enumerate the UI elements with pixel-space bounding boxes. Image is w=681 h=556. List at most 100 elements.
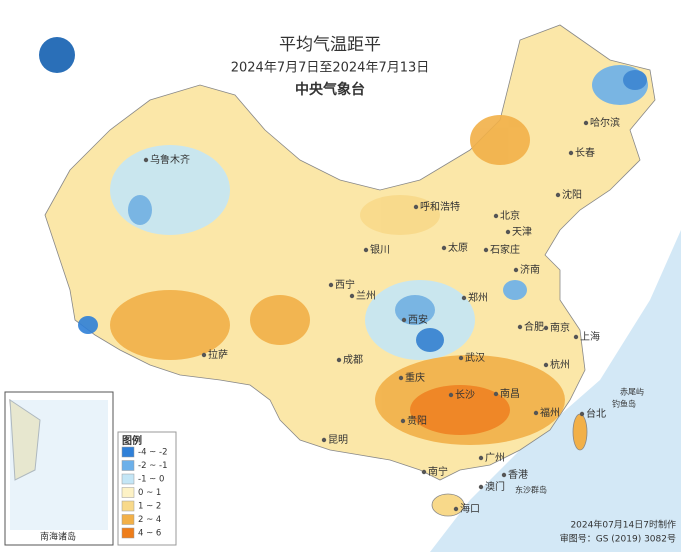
city-label: 哈尔滨: [590, 116, 620, 129]
city-label: 西宁: [335, 278, 355, 291]
city-label: 天津: [512, 226, 532, 238]
legend-label: 4 ~ 6: [138, 529, 161, 539]
city-label: 广州: [485, 452, 505, 464]
area: [128, 195, 152, 225]
anomaly-areas: [78, 65, 648, 445]
area: [395, 295, 435, 325]
city-dot: [543, 362, 549, 368]
inset-sea: [10, 400, 108, 530]
city-dot: [493, 213, 499, 219]
area: [250, 295, 310, 345]
legend-swatch: [121, 487, 135, 498]
city-dot: [453, 506, 459, 512]
legend-label: -4 ~ -2: [138, 448, 167, 458]
city-dot: [533, 410, 539, 416]
footer-made: 2024年07月14日7时制作: [570, 519, 676, 531]
city-label: 杭州: [550, 358, 570, 371]
city-label: 拉萨: [208, 348, 228, 361]
city-dot: [505, 229, 511, 235]
city-dot: [478, 484, 484, 490]
city-dot: [458, 355, 464, 361]
legend-swatch: [121, 514, 135, 525]
legend-label: -1 ~ 0: [138, 475, 164, 485]
footer-approval: 审图号：GS (2019) 3082号: [560, 533, 676, 545]
city-label: 南昌: [500, 387, 520, 400]
city-label: 济南: [520, 263, 540, 276]
legend-label: 1 ~ 2: [138, 502, 161, 512]
legend-swatch: [121, 500, 135, 512]
city-dot: [328, 282, 334, 288]
city-label: 昆明: [328, 434, 348, 446]
city-label: 兰州: [356, 289, 376, 302]
city-dot: [583, 120, 589, 126]
area: [110, 290, 230, 360]
city-dot: [555, 192, 561, 198]
inset-label: 南海诸岛: [40, 531, 76, 543]
city-dot: [336, 357, 342, 363]
city-dot: [501, 472, 507, 478]
city-label: 重庆: [405, 371, 425, 384]
subtitle: 2024年7月7日至2024年7月13日: [231, 61, 430, 76]
city-label: 上海: [580, 330, 600, 343]
city-label: 福州: [540, 406, 560, 419]
area: [360, 195, 440, 235]
area: [410, 385, 510, 435]
island-label: 赤尾屿: [620, 388, 644, 397]
city-label: 长沙: [455, 389, 475, 401]
city-label: 沈阳: [562, 188, 582, 201]
area: [623, 70, 647, 90]
city-dot: [421, 469, 427, 475]
sea: [430, 230, 681, 552]
city-label: 南宁: [428, 465, 448, 478]
city-dot: [493, 391, 499, 397]
city-label: 呼和浩特: [420, 201, 460, 213]
city-dot: [543, 325, 549, 331]
city-label: 银川: [370, 243, 390, 256]
city-label: 西安: [408, 313, 428, 326]
area: [78, 316, 98, 334]
legend-swatch: [121, 473, 135, 485]
island-label: 东沙群岛: [515, 485, 547, 495]
city-dot: [517, 324, 523, 330]
legend-swatch: [121, 527, 135, 539]
legend-label: 0 ~ 1: [138, 488, 161, 498]
city-dot: [579, 411, 585, 417]
city-label: 贵阳: [407, 414, 427, 427]
legend-swatch: [121, 460, 135, 471]
city-dot: [483, 247, 489, 253]
legend-title: 图例: [122, 434, 142, 447]
city-label: 石家庄: [490, 243, 520, 256]
city-label: 海口: [460, 502, 480, 515]
city-dot: [513, 267, 519, 273]
city-dot: [478, 455, 484, 461]
city-dot: [143, 157, 149, 163]
city-dot: [573, 334, 579, 340]
city-dot: [448, 392, 454, 398]
city-label: 澳门: [485, 480, 505, 493]
city-dot: [461, 295, 467, 301]
city-label: 武汉: [465, 351, 485, 364]
legend-swatch: [121, 446, 135, 458]
title: 平均气温距平: [279, 35, 381, 55]
city-label: 乌鲁木齐: [150, 153, 190, 166]
city-label: 台北: [586, 407, 606, 420]
city-label: 北京: [500, 209, 520, 222]
city-dot: [413, 204, 419, 210]
city-label: 合肥: [524, 320, 544, 333]
city-dot: [349, 293, 355, 299]
logo: [39, 37, 75, 73]
city-dot: [441, 245, 447, 251]
agency: 中央气象台: [295, 81, 365, 98]
city-dot: [401, 317, 407, 323]
city-label: 太原: [448, 241, 468, 254]
city-dot: [201, 352, 207, 358]
legend: -4 ~ -2 -2 ~ -1 -1 ~ 0 0 ~ 1 1 ~ 2 2 ~ 4 4 ~ 6: [121, 446, 167, 539]
city-label: 香港: [508, 469, 528, 481]
area: [416, 328, 444, 352]
city-dot: [568, 150, 574, 156]
city-dot: [398, 375, 404, 381]
city-dot: [400, 418, 406, 424]
